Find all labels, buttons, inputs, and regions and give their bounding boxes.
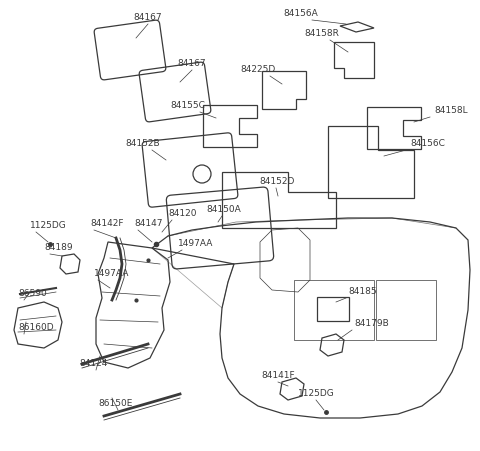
Text: 1497AA: 1497AA [94, 269, 130, 278]
Text: 84152B: 84152B [125, 139, 160, 148]
Text: 84156A: 84156A [283, 9, 318, 18]
Text: 84185: 84185 [348, 287, 377, 296]
Text: 84155C: 84155C [170, 101, 205, 110]
Text: 1125DG: 1125DG [298, 389, 335, 398]
Text: 84150A: 84150A [206, 205, 241, 214]
Text: 84158L: 84158L [434, 106, 468, 115]
Text: 84167: 84167 [178, 59, 206, 68]
Text: 84179B: 84179B [354, 319, 389, 328]
Text: 84147: 84147 [134, 219, 163, 228]
Text: 84152D: 84152D [259, 177, 295, 186]
Text: 86150E: 86150E [99, 399, 133, 408]
Text: 1497AA: 1497AA [178, 239, 214, 248]
Text: 1125DG: 1125DG [30, 221, 67, 230]
Text: 84189: 84189 [44, 243, 72, 252]
Text: 84167: 84167 [134, 13, 162, 22]
Text: 84156C: 84156C [410, 139, 445, 148]
Text: 84120: 84120 [168, 209, 196, 218]
Text: 86590: 86590 [18, 289, 47, 298]
Text: 84141F: 84141F [261, 371, 295, 380]
Text: 86160D: 86160D [18, 323, 54, 332]
Text: 84225D: 84225D [240, 65, 276, 74]
Text: 84142F: 84142F [90, 219, 123, 228]
Text: 84124: 84124 [80, 359, 108, 368]
Text: 84158R: 84158R [305, 29, 339, 38]
